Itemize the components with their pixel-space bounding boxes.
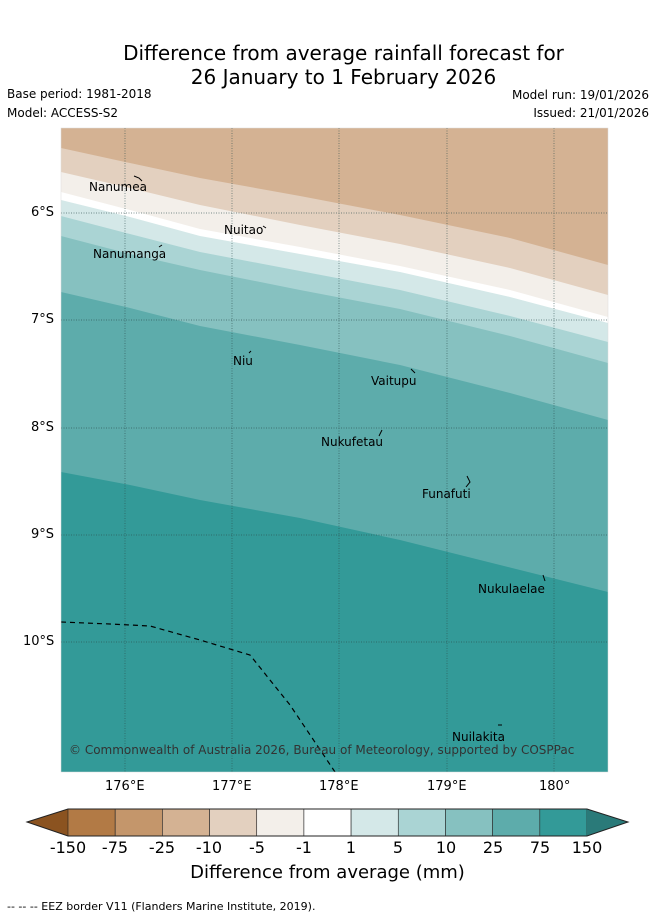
lon-label-177: 177°E <box>212 779 252 794</box>
model-name: Model: ACCESS-S2 <box>7 106 119 120</box>
cb-label-2: -25 <box>148 838 176 857</box>
colorbar-extend-low <box>27 809 68 836</box>
eez-footnote: -- -- -- EEZ border V11 (Flanders Marine… <box>7 900 316 913</box>
nanumea-island <box>133 175 143 182</box>
place-label-nukulaelae: Nukulaelae <box>478 582 545 596</box>
title-line-1: Difference from average rainfall forecas… <box>123 41 564 65</box>
cb-label-6: 1 <box>345 838 357 857</box>
lon-label-176: 176°E <box>105 779 145 794</box>
nanumanga-island <box>158 244 163 248</box>
colorbar-title: Difference from average (mm) <box>190 862 465 883</box>
band-neg25-neg10 <box>61 128 608 265</box>
cb-label-11: 150 <box>571 838 603 857</box>
vaitupu-island <box>410 368 416 374</box>
colorbar-cell <box>162 808 210 837</box>
rainfall-map <box>61 128 608 772</box>
lat-label-9s: 9°S <box>31 527 55 542</box>
place-label-niu: Niu <box>233 354 253 368</box>
lon-label-178: 178°E <box>319 779 359 794</box>
place-label-nuilakita: Nuilakita <box>452 730 505 744</box>
base-period: Base period: 1981-2018 <box>7 87 152 101</box>
colorbar-cell <box>303 808 352 837</box>
place-label-funafuti: Funafuti <box>422 487 471 501</box>
island-marks <box>133 175 546 726</box>
lat-label-7s: 7°S <box>31 312 55 327</box>
cb-label-10: 75 <box>529 838 551 857</box>
cb-label-4: -5 <box>249 838 265 857</box>
graticule <box>61 128 608 772</box>
colorbar-cell <box>114 808 163 837</box>
nuitao-island <box>262 225 267 229</box>
issued-date: Issued: 21/01/2026 <box>533 106 649 120</box>
colorbar-cell <box>445 808 493 837</box>
lat-label-6s: 6°S <box>31 205 55 220</box>
colorbar-extend-high <box>587 809 628 836</box>
funafuti-island <box>465 475 471 488</box>
place-label-nanumanga: Nanumanga <box>93 247 167 261</box>
lon-label-179: 179°E <box>427 779 467 794</box>
map-frame <box>60 127 609 773</box>
lat-label-10s: 10°S <box>23 634 55 649</box>
nukufetau-island <box>378 429 383 437</box>
cb-label-9: 25 <box>482 838 504 857</box>
place-label-nanumea: Nanumea <box>89 180 147 194</box>
colorbar-cell <box>397 808 446 837</box>
niu-island <box>248 350 252 354</box>
cb-label-5: -1 <box>296 838 312 857</box>
eez-border <box>61 621 336 772</box>
colorbar-cell <box>256 808 305 837</box>
colorbar-cell <box>539 808 588 837</box>
place-label-vaitupu: Vaitupu <box>371 374 417 388</box>
colorbar-cell <box>209 808 258 837</box>
cb-label-8: 10 <box>435 838 457 857</box>
title-line-2: 26 January to 1 February 2026 <box>190 65 497 89</box>
copyright-notice: © Commonwealth of Australia 2026, Bureau… <box>69 743 575 757</box>
nukulaelae-island <box>542 574 546 582</box>
colorbar-cell <box>67 808 116 837</box>
cb-label-0: -150 <box>49 838 87 857</box>
cb-label-7: 5 <box>392 838 404 857</box>
cb-label-3: -10 <box>195 838 223 857</box>
model-run: Model run: 19/01/2026 <box>511 88 649 102</box>
lat-label-8s: 8°S <box>31 420 55 435</box>
cb-label-1: -75 <box>101 838 129 857</box>
colorbar <box>25 808 630 837</box>
colorbar-outline <box>25 808 630 837</box>
place-label-nuitao: Nuitao <box>224 223 264 237</box>
colorbar-cell <box>492 808 541 837</box>
place-label-nukufetau: Nukufetau <box>321 435 384 449</box>
colorbar-cell <box>350 808 399 837</box>
lon-label-180: 180° <box>539 779 571 794</box>
